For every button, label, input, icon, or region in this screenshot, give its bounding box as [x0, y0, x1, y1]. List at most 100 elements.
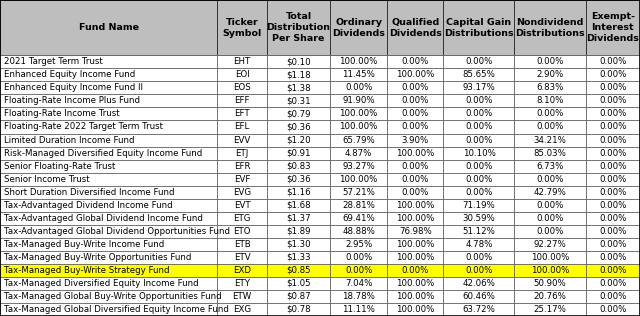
Text: 0.00%: 0.00%	[599, 201, 627, 210]
Bar	[267, 251, 330, 264]
Bar	[586, 160, 640, 173]
Text: $0.36: $0.36	[286, 123, 311, 131]
Bar	[586, 55, 640, 68]
Bar	[387, 82, 444, 94]
Text: 18.78%: 18.78%	[342, 292, 375, 301]
Bar	[515, 225, 586, 238]
Bar	[515, 82, 586, 94]
Bar	[330, 225, 387, 238]
Text: $0.91: $0.91	[286, 149, 311, 158]
Text: $0.85: $0.85	[286, 266, 311, 275]
Bar	[330, 185, 387, 199]
Bar	[330, 238, 387, 251]
Bar	[444, 133, 515, 147]
Bar	[387, 303, 444, 316]
Bar	[267, 82, 330, 94]
Text: 100.00%: 100.00%	[339, 175, 378, 184]
Text: 0.00%: 0.00%	[599, 214, 627, 223]
Text: 76.98%: 76.98%	[399, 227, 431, 236]
Text: 2021 Target Term Trust: 2021 Target Term Trust	[4, 57, 102, 66]
Text: $1.68: $1.68	[286, 201, 311, 210]
Bar	[515, 107, 586, 120]
Text: 0.00%: 0.00%	[536, 57, 564, 66]
Text: EXG: EXG	[233, 305, 251, 314]
Text: $0.83: $0.83	[286, 161, 311, 171]
Text: Risk-Managed Diversified Equity Income Fund: Risk-Managed Diversified Equity Income F…	[4, 149, 202, 158]
Text: 0.00%: 0.00%	[599, 83, 627, 92]
Text: EVV: EVV	[234, 136, 251, 144]
Text: Tax-Advantaged Dividend Income Fund: Tax-Advantaged Dividend Income Fund	[4, 201, 172, 210]
Text: 100.00%: 100.00%	[339, 57, 378, 66]
Text: Enhanced Equity Income Fund II: Enhanced Equity Income Fund II	[4, 83, 143, 92]
Text: $1.37: $1.37	[286, 214, 311, 223]
Bar	[330, 0, 387, 55]
Bar	[515, 185, 586, 199]
Bar	[217, 212, 267, 225]
Bar	[330, 277, 387, 290]
Text: 11.11%: 11.11%	[342, 305, 375, 314]
Text: EXD: EXD	[233, 266, 251, 275]
Bar	[267, 133, 330, 147]
Text: 0.00%: 0.00%	[401, 175, 429, 184]
Bar	[387, 264, 444, 277]
Text: ETG: ETG	[234, 214, 251, 223]
Bar	[217, 160, 267, 173]
Text: 0.00%: 0.00%	[465, 57, 493, 66]
Bar	[330, 303, 387, 316]
Text: 93.27%: 93.27%	[342, 161, 375, 171]
Bar	[330, 251, 387, 264]
Bar	[444, 185, 515, 199]
Text: 0.00%: 0.00%	[599, 123, 627, 131]
Bar	[444, 147, 515, 160]
Bar	[217, 82, 267, 94]
Bar	[0, 82, 217, 94]
Bar	[330, 55, 387, 68]
Text: $1.33: $1.33	[286, 253, 311, 262]
Bar	[217, 68, 267, 82]
Bar	[330, 212, 387, 225]
Bar	[586, 199, 640, 212]
Bar	[515, 251, 586, 264]
Bar	[217, 147, 267, 160]
Text: 92.27%: 92.27%	[534, 240, 566, 249]
Bar	[387, 107, 444, 120]
Bar	[0, 303, 217, 316]
Bar	[217, 251, 267, 264]
Bar	[267, 173, 330, 186]
Bar	[330, 133, 387, 147]
Bar	[444, 107, 515, 120]
Bar	[586, 264, 640, 277]
Bar	[267, 225, 330, 238]
Bar	[586, 0, 640, 55]
Bar	[0, 160, 217, 173]
Text: EHT: EHT	[234, 57, 251, 66]
Text: 20.76%: 20.76%	[534, 292, 566, 301]
Text: 60.46%: 60.46%	[463, 292, 495, 301]
Bar	[586, 173, 640, 186]
Text: Exempt-
Interest
Dividends: Exempt- Interest Dividends	[586, 12, 639, 43]
Bar	[387, 225, 444, 238]
Text: Floating-Rate 2022 Target Term Trust: Floating-Rate 2022 Target Term Trust	[4, 123, 163, 131]
Text: 0.00%: 0.00%	[536, 214, 564, 223]
Text: 0.00%: 0.00%	[599, 149, 627, 158]
Text: 0.00%: 0.00%	[345, 83, 372, 92]
Bar	[586, 225, 640, 238]
Bar	[444, 238, 515, 251]
Text: 42.06%: 42.06%	[463, 279, 495, 288]
Bar	[387, 94, 444, 107]
Bar	[444, 68, 515, 82]
Text: Total
Distribution
Per Share: Total Distribution Per Share	[267, 12, 331, 43]
Text: 100.00%: 100.00%	[396, 214, 435, 223]
Bar	[586, 68, 640, 82]
Bar	[267, 238, 330, 251]
Bar	[515, 55, 586, 68]
Bar	[387, 68, 444, 82]
Text: 0.00%: 0.00%	[465, 175, 493, 184]
Text: 6.73%: 6.73%	[536, 161, 564, 171]
Text: 100.00%: 100.00%	[396, 253, 435, 262]
Text: 100.00%: 100.00%	[339, 123, 378, 131]
Bar	[0, 199, 217, 212]
Bar	[330, 264, 387, 277]
Text: 0.00%: 0.00%	[599, 240, 627, 249]
Bar	[515, 94, 586, 107]
